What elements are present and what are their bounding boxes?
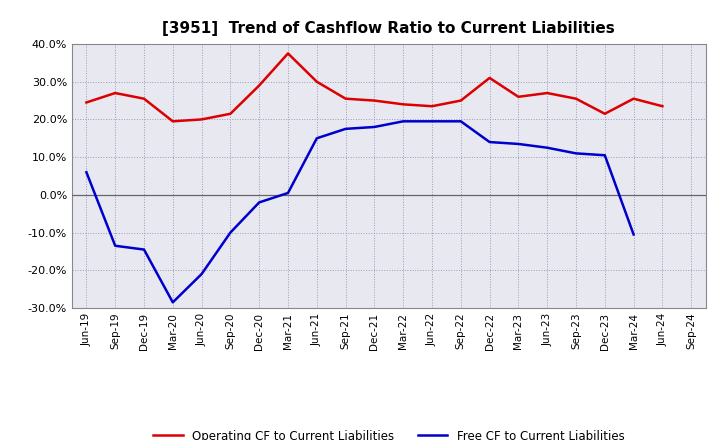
Operating CF to Current Liabilities xyxy=(226,111,235,117)
Operating CF to Current Liabilities xyxy=(514,94,523,99)
Operating CF to Current Liabilities xyxy=(312,79,321,84)
Free CF to Current Liabilities xyxy=(428,119,436,124)
Operating CF to Current Liabilities xyxy=(456,98,465,103)
Legend: Operating CF to Current Liabilities, Free CF to Current Liabilities: Operating CF to Current Liabilities, Fre… xyxy=(148,425,629,440)
Free CF to Current Liabilities xyxy=(284,191,292,196)
Title: [3951]  Trend of Cashflow Ratio to Current Liabilities: [3951] Trend of Cashflow Ratio to Curren… xyxy=(163,21,615,36)
Free CF to Current Liabilities xyxy=(312,136,321,141)
Operating CF to Current Liabilities xyxy=(428,103,436,109)
Free CF to Current Liabilities xyxy=(197,271,206,277)
Free CF to Current Liabilities xyxy=(629,232,638,237)
Operating CF to Current Liabilities xyxy=(399,102,408,107)
Operating CF to Current Liabilities xyxy=(255,83,264,88)
Operating CF to Current Liabilities xyxy=(197,117,206,122)
Free CF to Current Liabilities xyxy=(140,247,148,252)
Line: Free CF to Current Liabilities: Free CF to Current Liabilities xyxy=(86,121,634,302)
Operating CF to Current Liabilities xyxy=(284,51,292,56)
Operating CF to Current Liabilities xyxy=(658,103,667,109)
Free CF to Current Liabilities xyxy=(111,243,120,249)
Free CF to Current Liabilities xyxy=(399,119,408,124)
Operating CF to Current Liabilities xyxy=(370,98,379,103)
Free CF to Current Liabilities xyxy=(485,139,494,145)
Free CF to Current Liabilities xyxy=(370,125,379,130)
Operating CF to Current Liabilities xyxy=(341,96,350,101)
Free CF to Current Liabilities xyxy=(82,169,91,175)
Free CF to Current Liabilities xyxy=(255,200,264,205)
Operating CF to Current Liabilities xyxy=(111,90,120,95)
Operating CF to Current Liabilities xyxy=(543,90,552,95)
Operating CF to Current Liabilities xyxy=(572,96,580,101)
Free CF to Current Liabilities xyxy=(543,145,552,150)
Free CF to Current Liabilities xyxy=(168,300,177,305)
Operating CF to Current Liabilities xyxy=(629,96,638,101)
Line: Operating CF to Current Liabilities: Operating CF to Current Liabilities xyxy=(86,53,662,121)
Free CF to Current Liabilities xyxy=(600,153,609,158)
Operating CF to Current Liabilities xyxy=(600,111,609,117)
Operating CF to Current Liabilities xyxy=(140,96,148,101)
Free CF to Current Liabilities xyxy=(341,126,350,132)
Operating CF to Current Liabilities xyxy=(168,119,177,124)
Free CF to Current Liabilities xyxy=(456,119,465,124)
Operating CF to Current Liabilities xyxy=(485,75,494,81)
Free CF to Current Liabilities xyxy=(572,151,580,156)
Operating CF to Current Liabilities xyxy=(82,100,91,105)
Free CF to Current Liabilities xyxy=(514,141,523,147)
Free CF to Current Liabilities xyxy=(226,230,235,235)
